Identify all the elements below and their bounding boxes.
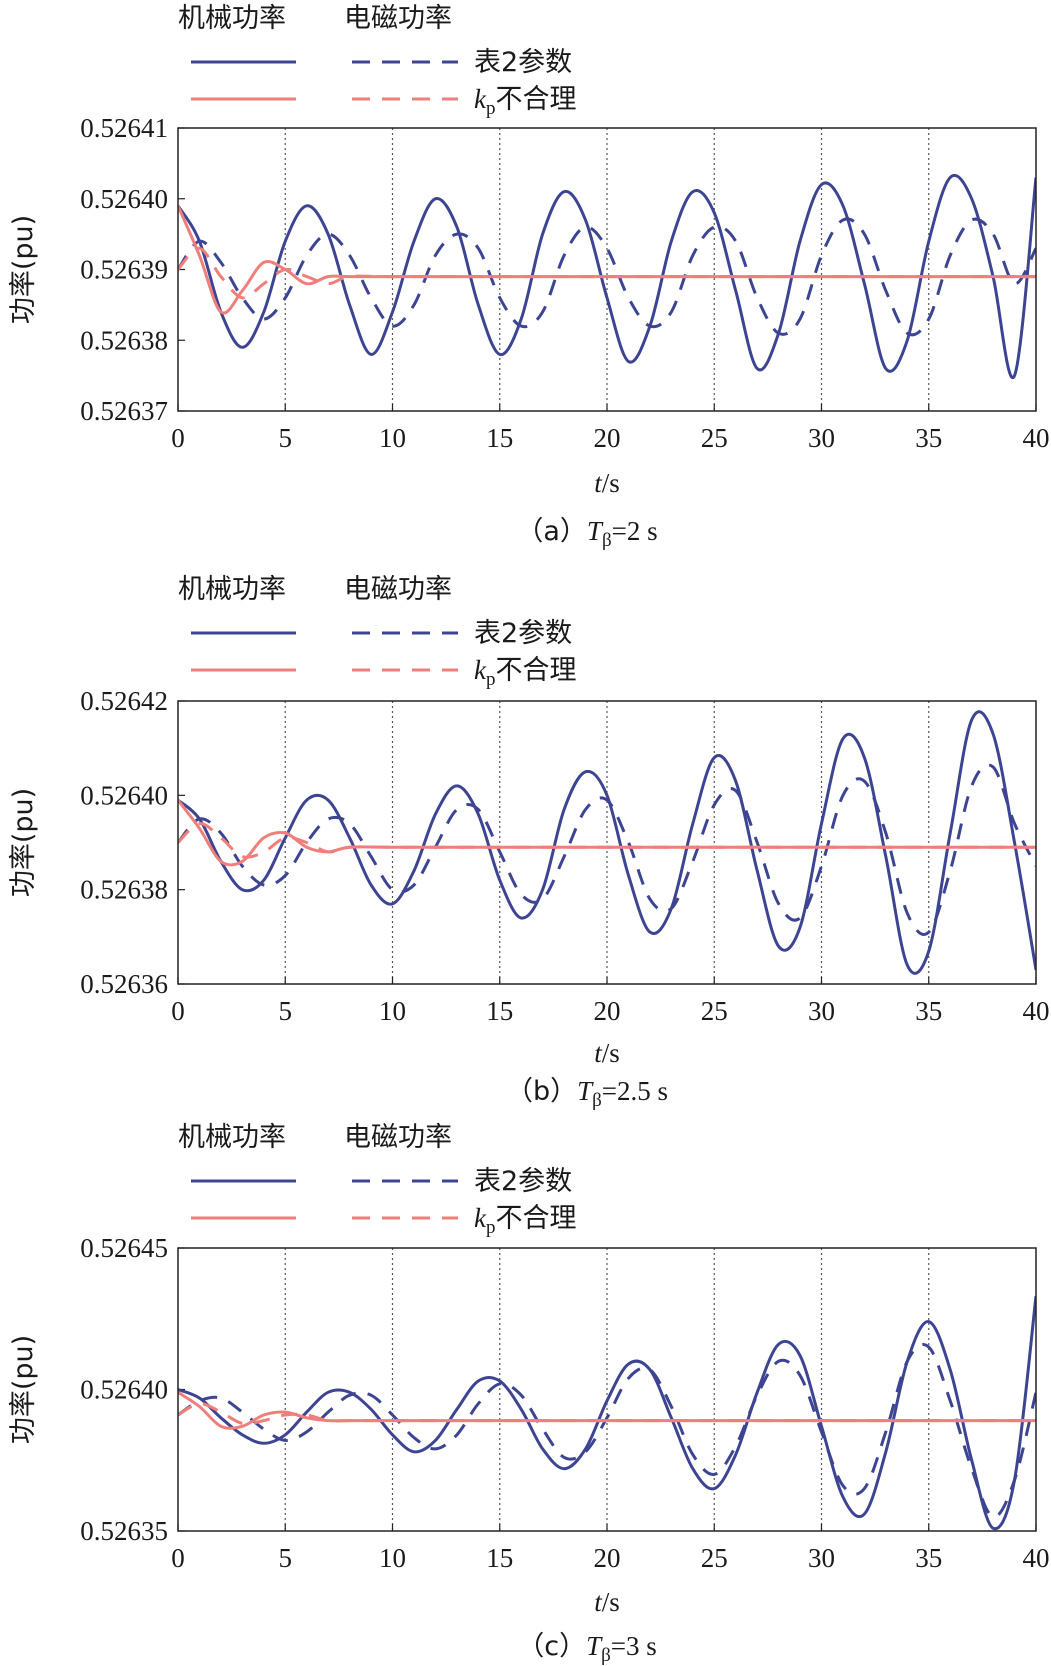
legend-label-table2: 表2参数 [474, 618, 572, 649]
y-tick-label: 0.52638 [80, 325, 168, 355]
x-tick-label: 10 [379, 1543, 406, 1573]
legend-label-kp: kp不合理 [474, 84, 576, 119]
grid [177, 1247, 1037, 1532]
series-line-1 [178, 1342, 1036, 1519]
y-tick-label: 0.52637 [80, 396, 168, 426]
x-tick-label: 25 [701, 996, 728, 1026]
x-tick-label: 0 [171, 996, 185, 1026]
y-axis-label: 功率(pu) [8, 1335, 39, 1444]
x-tick-label: 35 [915, 996, 942, 1026]
x-tick-label: 30 [808, 1543, 835, 1573]
x-tick-label: 15 [486, 996, 513, 1026]
x-tick-label: 20 [594, 423, 621, 453]
series-line-1 [178, 763, 1036, 936]
y-tick-label: 0.52645 [80, 1233, 168, 1263]
panel-caption: （a）Tβ=2 s [516, 516, 657, 551]
series-line-1 [178, 217, 1036, 337]
series-group [178, 1295, 1036, 1531]
y-axis-label: 功率(pu) [8, 788, 39, 897]
grid [177, 700, 1037, 985]
x-tick-label: 35 [915, 1543, 942, 1573]
legend-header-electromagnetic: 电磁功率 [344, 3, 452, 34]
x-axis-label: t/s [594, 468, 620, 498]
x-tick-label: 30 [808, 423, 835, 453]
x-tick-label: 20 [594, 996, 621, 1026]
y-tick-label: 0.52635 [80, 1516, 168, 1546]
series-line-3 [178, 1402, 1036, 1426]
series-group [178, 174, 1036, 380]
x-tick-label: 15 [486, 423, 513, 453]
legend-header-mechanical: 机械功率 [178, 1122, 286, 1153]
y-tick-label: 0.52640 [80, 780, 168, 810]
series-line-3 [178, 246, 1036, 300]
x-tick-label: 5 [279, 996, 293, 1026]
plot-frame [177, 700, 1037, 985]
grid [177, 127, 1037, 412]
x-axis-label: t/s [594, 1038, 620, 1068]
series-line-2 [178, 1391, 1036, 1430]
legend-label-table2: 表2参数 [474, 1166, 572, 1197]
series-line-0 [178, 174, 1036, 380]
series-line-0 [178, 710, 1036, 975]
x-tick-label: 40 [1023, 1543, 1050, 1573]
legend-header-mechanical: 机械功率 [178, 574, 286, 605]
series-group [178, 710, 1036, 975]
y-tick-label: 0.52642 [80, 686, 168, 716]
x-tick-label: 15 [486, 1543, 513, 1573]
x-tick-label: 30 [808, 996, 835, 1026]
x-tick-label: 10 [379, 996, 406, 1026]
plot-frame [177, 127, 1037, 412]
legend-label-table2: 表2参数 [474, 47, 572, 78]
legend-label-kp: kp不合理 [474, 655, 576, 690]
x-tick-label: 0 [171, 423, 185, 453]
x-tick-label: 5 [279, 1543, 293, 1573]
legend-label-kp: kp不合理 [474, 1203, 576, 1238]
x-tick-label: 25 [701, 1543, 728, 1573]
series-line-3 [178, 822, 1036, 859]
x-tick-label: 40 [1023, 996, 1050, 1026]
plot-frame [177, 1247, 1037, 1532]
y-tick-label: 0.52640 [80, 1375, 168, 1405]
x-axis-label: t/s [594, 1587, 620, 1617]
x-tick-label: 25 [701, 423, 728, 453]
y-tick-label: 0.52641 [80, 113, 168, 143]
y-axis-label: 功率(pu) [8, 215, 39, 324]
x-tick-label: 20 [594, 1543, 621, 1573]
x-tick-label: 5 [279, 423, 293, 453]
y-tick-label: 0.52638 [80, 875, 168, 905]
legend-header-electromagnetic: 电磁功率 [344, 574, 452, 605]
y-tick-label: 0.52639 [80, 255, 168, 285]
x-tick-label: 35 [915, 423, 942, 453]
legend-header-mechanical: 机械功率 [178, 3, 286, 34]
x-tick-label: 40 [1023, 423, 1050, 453]
y-tick-label: 0.52636 [80, 969, 168, 999]
panel-caption: （c）Tβ=3 s [517, 1631, 657, 1666]
x-tick-label: 10 [379, 423, 406, 453]
panel-caption: （b）Tβ=2.5 s [506, 1076, 668, 1111]
legend-header-electromagnetic: 电磁功率 [344, 1122, 452, 1153]
y-tick-label: 0.52640 [80, 184, 168, 214]
x-tick-label: 0 [171, 1543, 185, 1573]
